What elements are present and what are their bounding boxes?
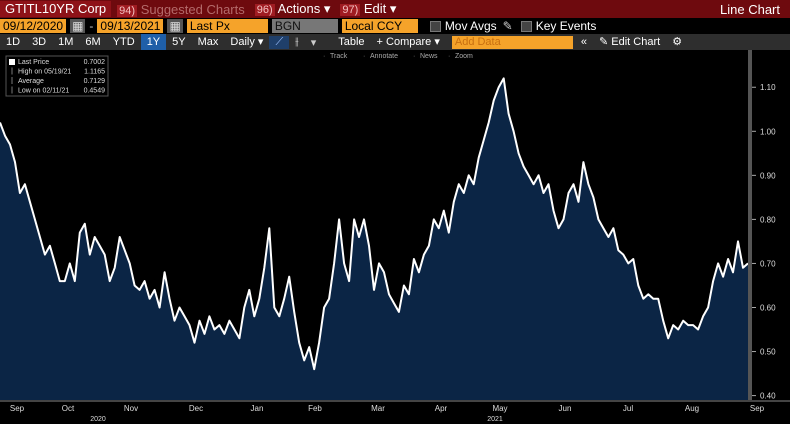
tool-icon: · [323,53,325,60]
x-tick-label: Nov [124,404,138,413]
edit-icon: ✎ [502,19,513,33]
x-tick-label: Mar [371,404,385,413]
x-tick-label: Aug [685,404,699,413]
y-tick-label: 0.60 [760,303,776,312]
legend-label: Average [18,78,44,85]
settings-bar: 09/12/2020 ▦ - 09/13/2021 ▦ Last Px BGN … [0,18,790,34]
legend-box [5,55,109,97]
menu[interactable]: 96) Actions ▾ [254,1,331,16]
chart-tool: Annotate [370,53,398,60]
y-tick-label: 0.50 [760,348,776,357]
legend-swatch [9,59,15,65]
x-tick-label: Apr [435,404,448,413]
tool-icon: · [363,53,365,60]
edit-chart-label: Edit Chart [611,36,661,48]
field-selector[interactable]: Last Px [186,19,268,33]
axis-strip [748,50,752,400]
chart-tool: Track [330,53,348,60]
settings-button[interactable]: ⚙ [672,36,683,48]
x-tick-label: Sep [750,404,765,413]
legend-value: 0.7129 [84,78,106,85]
chart-tool: Zoom [455,53,473,60]
legend-label: High on 05/19/21 [18,69,71,76]
period-button[interactable]: 5Y [172,36,186,48]
period-button[interactable]: 1D [6,36,21,48]
compare-label: + Compare [376,36,432,48]
period-button[interactable]: Max [197,36,219,48]
collapse-button[interactable]: « [580,36,587,48]
period-button[interactable]: 3D [32,36,47,48]
legend-value: 0.4549 [84,88,106,95]
menu-number: 94) [117,4,138,17]
x-tick-label: Jun [559,404,572,413]
y-tick-label: 1.10 [760,83,776,92]
x-tick-label: Feb [308,404,322,413]
security-field[interactable]: GTITL10YR Corp [0,1,112,17]
menu-number: 97) [340,4,361,16]
dropdown-icon[interactable]: ▾ [310,36,317,49]
y-tick-label: 0.70 [760,259,776,268]
date-separator: - [89,19,94,33]
option-label: Key Events [535,19,597,33]
start-date[interactable]: 09/12/2020 [0,19,67,33]
option-checkbox[interactable]: Key Events [520,19,597,33]
x-tick-label: Jul [623,404,633,413]
chart: 0.40 0.50 0.60 0.70 0.80 0.90 1.00 1.10 Sep Oct No… [0,50,790,423]
period-buttons: 1D 3D 1M 6M YTD 1Y 5Y Max [0,34,224,50]
tool-icon: · [413,53,415,60]
price-line [0,77,749,371]
period-button[interactable]: YTD [112,36,135,48]
menu-label: Suggested Charts [140,1,245,17]
x-tick-label: Dec [189,404,203,413]
frequency-selector[interactable]: Daily ▾ [230,36,264,48]
legend-label: Last Price [18,59,49,66]
legend-label: Low on 02/11/21 [18,88,69,95]
legend: Last Price 0.7002 High on 05/19/21 1.1165 Av… [5,55,109,97]
tool-icon: · [448,53,450,60]
option-checkbox[interactable]: Mov Avgs ✎ [429,19,513,33]
calendar-icon[interactable]: ▦ [70,19,86,33]
menu-number: 96) [254,4,275,16]
year-label: 2021 [487,416,503,423]
line-icon[interactable]: ⟋ [269,35,290,49]
menu[interactable]: 94) Suggested Charts [117,2,245,17]
compare-button[interactable]: + Compare ▾ [376,36,440,48]
chart-tool: News [420,53,438,60]
legend-value: 1.1165 [84,69,105,76]
checkbox [429,20,441,32]
checkbox [520,20,532,32]
calendar-icon[interactable]: ▦ [167,19,183,33]
edit-chart-button[interactable]: ✎ Edit Chart [598,36,661,48]
y-tick-label: 0.90 [760,171,776,180]
currency-selector[interactable]: Local CCY [341,19,418,33]
x-tick-label: Jan [251,404,264,413]
menu[interactable]: 97) Edit ▾ [340,1,397,16]
source-field[interactable]: BGN [271,19,338,33]
toolbar: 1D 3D 1M 6M YTD 1Y 5Y Max Daily ▾ ⟋ ⫲ ▾ Table +… [0,34,790,50]
period-button[interactable]: 1M [58,36,74,48]
menu-label: Edit [363,1,387,16]
period-button[interactable]: 6M [85,36,101,48]
chart-type: Line Chart [720,1,780,17]
x-tick-label: May [492,404,507,413]
year-label: 2020 [90,416,106,423]
x-tick-label: Sep [10,404,25,413]
x-tick-label: Oct [62,404,75,413]
end-date[interactable]: 09/13/2021 [97,19,164,33]
table-button[interactable]: Table [338,36,365,48]
y-tick-label: 0.40 [760,392,776,401]
y-tick-label: 1.00 [760,127,776,136]
menu-label: Actions [277,1,321,16]
title-bar: GTITL10YR Corp 94) Suggested Charts 96) … [0,0,790,18]
area-fill [0,78,748,401]
legend-value: 0.7002 [84,59,106,66]
bar-icon[interactable]: ⫲ [295,35,299,48]
option-label: Mov Avgs [444,19,497,33]
period-button[interactable]: 1Y [140,34,167,50]
add-data-input[interactable]: Add Data [451,35,573,49]
frequency-label: Daily [230,36,255,48]
y-tick-label: 0.80 [760,215,776,224]
